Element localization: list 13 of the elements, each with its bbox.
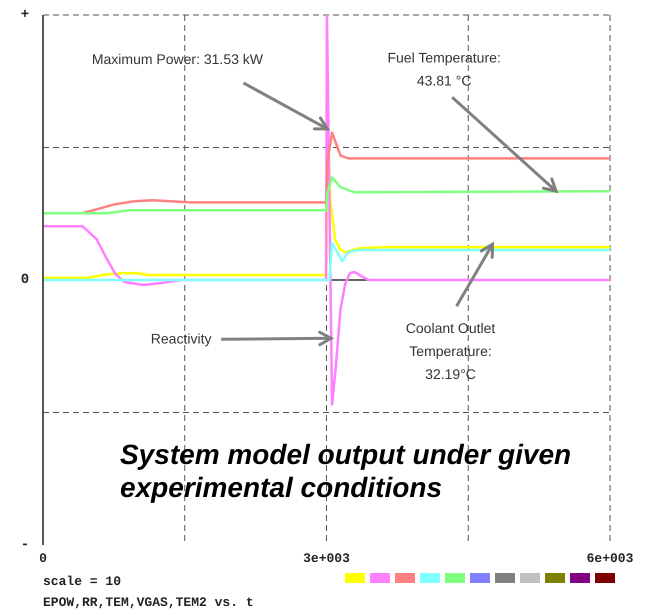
annotation: Coolant Outlet Temperature: 32.19°C [406, 320, 496, 382]
text: 0 [20, 272, 30, 288]
x-tick-label: 6e+003 [586, 551, 634, 566]
annotation: Reactivity [150, 330, 212, 346]
x-tick-label: 3e+003 [303, 551, 350, 566]
text: scale = 10 [43, 573, 122, 591]
text: - [20, 537, 30, 553]
text: + [20, 7, 30, 23]
annotation: Fuel Temperature: 43.81 °C [387, 50, 501, 89]
x-tick-label: 0 [39, 551, 48, 566]
text: EPOW,RR,TEM,VGAS,TEM2 vs. t [43, 594, 254, 612]
annotation: Maximum Power: 31.53 kW [92, 50, 264, 67]
text: System model output under given experimental conditions [120, 438, 572, 504]
